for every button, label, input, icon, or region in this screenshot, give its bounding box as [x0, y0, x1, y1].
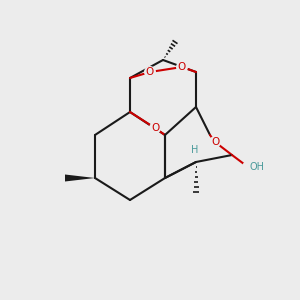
Circle shape	[144, 66, 156, 78]
Circle shape	[176, 61, 188, 73]
Text: O: O	[146, 67, 154, 77]
Text: O: O	[178, 62, 186, 72]
Circle shape	[242, 161, 254, 173]
Text: O: O	[211, 137, 219, 147]
Circle shape	[149, 122, 161, 134]
Text: H: H	[191, 145, 199, 155]
Polygon shape	[65, 175, 95, 182]
Text: O: O	[151, 123, 159, 133]
Text: OH: OH	[250, 162, 265, 172]
Circle shape	[209, 136, 221, 148]
Circle shape	[190, 145, 200, 155]
